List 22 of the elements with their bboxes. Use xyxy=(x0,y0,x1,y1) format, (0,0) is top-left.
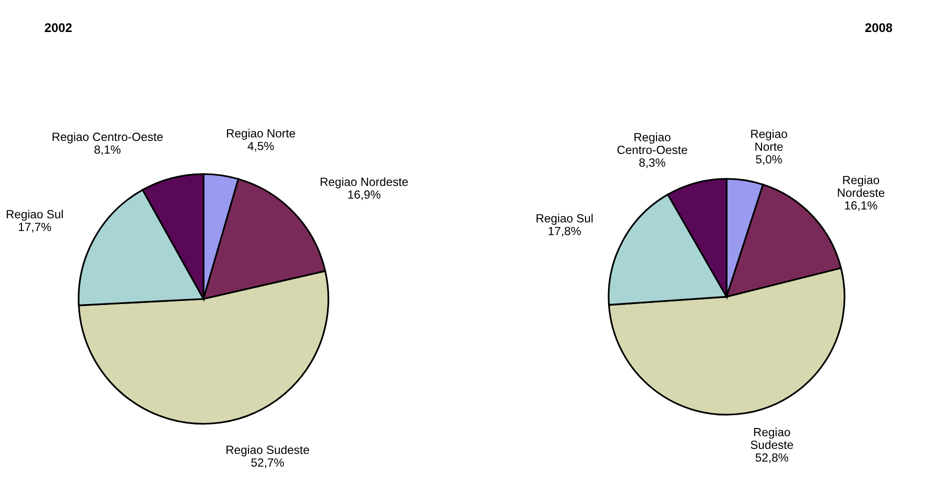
slice-label: Regiao Centro-Oeste xyxy=(617,132,688,154)
chart-title: 2008 xyxy=(865,23,892,32)
slice-label: Regiao Nordeste xyxy=(838,176,884,197)
slice-label: Regiao Sul xyxy=(6,210,63,221)
slice-label: Regiao Norte xyxy=(751,129,788,151)
data-label: 52,8% xyxy=(756,453,788,464)
data-label: 17,7% xyxy=(18,222,52,233)
slice-label: Regiao Sudeste xyxy=(750,428,793,450)
data-label: 5,0% xyxy=(756,155,782,165)
slice-label: Regiao Sudeste xyxy=(226,445,310,456)
slice-label: Regiao Centro-Oeste xyxy=(52,132,163,144)
chart-title: 2002 xyxy=(44,23,72,32)
data-label: 8,1% xyxy=(94,145,120,156)
slice-label: Regiao Nordeste xyxy=(320,177,408,188)
slice-label: Regiao Sul xyxy=(536,214,593,225)
data-label: 52,7% xyxy=(251,458,284,468)
slice-label: Regiao Norte xyxy=(227,128,296,140)
data-label: 8,3% xyxy=(639,158,666,168)
data-label: 17,8% xyxy=(548,226,581,237)
data-label: 16,9% xyxy=(348,190,380,200)
data-label: 16,1% xyxy=(845,201,878,212)
data-label: 4,5% xyxy=(248,142,274,152)
